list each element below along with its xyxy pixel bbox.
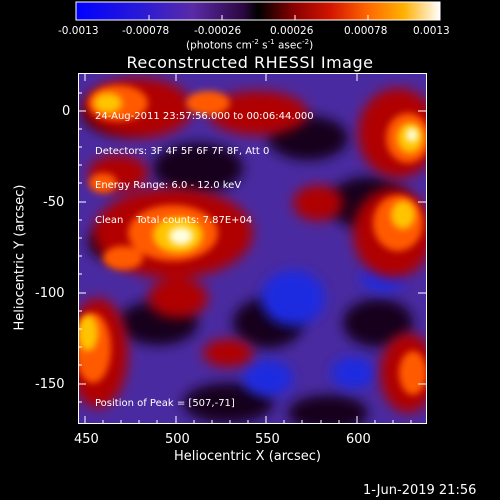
y-axis-label: Heliocentric Y (arcsec) (12, 184, 28, 331)
x-tick-label: 600 (346, 432, 371, 447)
y-tick-label: -50 (43, 195, 65, 210)
info-clean-counts: Clean Total counts: 7.87E+04 (95, 214, 253, 226)
colorbar-ticks (75, 15, 441, 20)
colorbar (75, 1, 441, 21)
info-detectors: Detectors: 3F 4F 5F 6F 7F 8F, Att 0 (95, 145, 270, 157)
y-tick-label: -100 (35, 286, 65, 301)
y-tick-label: 0 (62, 104, 71, 119)
plot-title: Reconstructed RHESSI Image (126, 53, 374, 72)
x-axis-ticks (84, 73, 412, 424)
info-time-range: 24-Aug-2011 23:57:56.000 to 00:06:44.000 (95, 111, 314, 122)
info-energy-range: Energy Range: 6.0 - 12.0 keV (95, 180, 242, 191)
plot-frame (78, 73, 427, 424)
colorbar-tick-label: -0.0013 (58, 25, 99, 37)
heatmap-blue-regions (198, 231, 405, 396)
colorbar-tick-label: -0.00026 (194, 25, 242, 37)
colorbar-tick-label: -0.00078 (122, 25, 170, 37)
x-tick-label: 500 (165, 432, 190, 447)
x-tick-label: 450 (74, 432, 99, 447)
colorbar-units: (photons cm-2 s-1 asec-2) (186, 38, 314, 52)
y-axis-ticks (78, 92, 426, 403)
peak-position-text: Position of Peak = [507,-71] (95, 398, 235, 409)
x-tick-label: 550 (255, 432, 280, 447)
heatmap-yellow-regions (78, 93, 423, 351)
y-tick-label: -150 (35, 377, 65, 392)
plot-date: 1-Jun-2019 21:56 (363, 483, 477, 498)
x-axis-label: Heliocentric X (arcsec) (174, 449, 321, 464)
heatmap-peak-core (169, 128, 418, 245)
heatmap-plot (78, 73, 427, 424)
colorbar-tick-label: 0.00026 (270, 25, 314, 37)
colorbar-tick-label: 0.00078 (344, 25, 388, 37)
colorbar-tick-label: 0.0013 (413, 25, 450, 37)
observation-info: 24-Aug-2011 23:57:56.000 to 00:06:44.000… (95, 88, 314, 249)
